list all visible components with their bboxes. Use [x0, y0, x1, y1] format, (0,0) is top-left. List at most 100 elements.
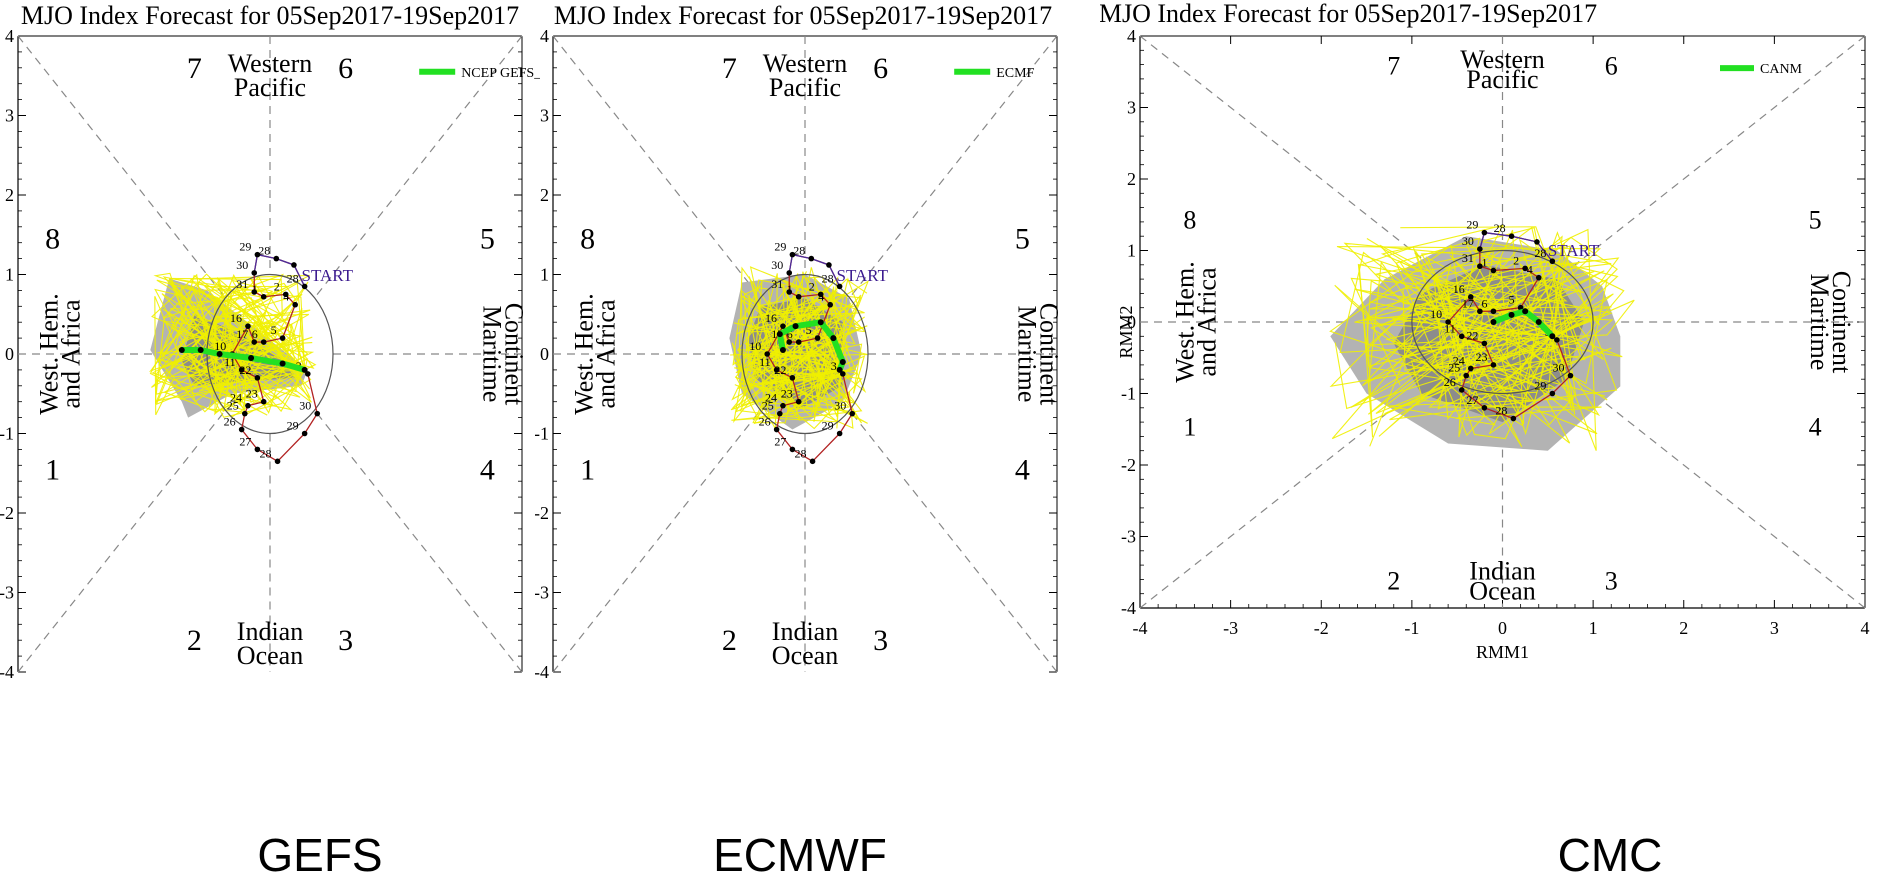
observed-point-label: 26: [224, 415, 236, 429]
observed-point: [279, 335, 286, 341]
ensemble-mean-point: [178, 347, 185, 354]
x-tick-label: 4: [1861, 618, 1870, 638]
phase-number: 7: [1387, 52, 1400, 81]
observed-point: [282, 291, 289, 298]
observed-point-label: 11: [759, 355, 771, 369]
ensemble-mean-point: [248, 354, 255, 361]
observed-point-label: 28: [260, 446, 272, 460]
observed-point-label: 16: [765, 311, 777, 325]
chart-panel-ecmwf: MJO Index Forecast for 05Sep2017-19Sep20…: [535, 1, 1063, 682]
observed-point: [245, 402, 251, 409]
ensemble-mean-point: [776, 331, 783, 338]
observed-point: [789, 251, 796, 258]
observed-point-label: 1: [252, 282, 258, 296]
observed-point-label: 23: [246, 387, 258, 401]
observed-point: [238, 426, 245, 433]
y-tick-label: -3: [1121, 527, 1136, 547]
observed-point-label: 17: [1462, 296, 1474, 310]
y-tick-label: 0: [5, 344, 14, 364]
x-tick-label: 2: [1679, 618, 1688, 638]
observed-point: [1508, 233, 1515, 239]
observed-point: [238, 367, 245, 373]
ensemble-mean-point: [836, 366, 843, 373]
phase-number: 7: [722, 52, 737, 85]
y-tick-label: -4: [0, 662, 14, 682]
observed-point: [1458, 333, 1465, 340]
observed-point-label: 10: [214, 339, 226, 353]
y-tick-label: -2: [1121, 455, 1136, 475]
ensemble-member-line: [744, 271, 851, 423]
observed-point-label: 28: [1534, 246, 1546, 260]
observed-point: [1467, 294, 1474, 300]
phase-number: 2: [187, 624, 202, 657]
observed-point: [1534, 239, 1540, 245]
observed-point-label: 28: [822, 271, 834, 285]
ensemble-member-line: [1362, 246, 1553, 438]
observed-point-label: 26: [1444, 375, 1456, 389]
observed-point-label: 30: [771, 258, 783, 272]
observed-point-label: 25: [227, 399, 239, 413]
observed-point: [1467, 365, 1474, 372]
observed-point: [1481, 229, 1488, 236]
observed-point-label: 27: [774, 434, 786, 448]
observed-point: [242, 410, 248, 417]
observed-point: [1490, 267, 1497, 274]
ensemble-member-line: [190, 308, 315, 414]
observed-point-label: 25: [1448, 361, 1460, 375]
observed-point: [1535, 274, 1542, 281]
phase-number: 3: [338, 624, 353, 657]
legend-label: NCEP GEFS_BC: [461, 66, 540, 81]
phase-divider-nw: [1139, 35, 1439, 272]
observed-point: [773, 367, 780, 373]
ensemble-mean-line: [181, 347, 306, 373]
observed-point-label: 24: [1453, 353, 1465, 367]
ensemble-mean-point: [830, 335, 837, 342]
region-maritime-continent: Continent: [1034, 303, 1063, 406]
observed-point: [795, 339, 802, 345]
x-tick-label: -3: [1223, 618, 1238, 638]
observed-point: [786, 270, 793, 276]
region-western-pacific: Pacific: [1466, 65, 1538, 94]
observed-point-label: 1: [787, 282, 793, 296]
observed-point: [1567, 372, 1574, 379]
y-tick-label: 3: [5, 106, 14, 126]
observed-point-label: 25: [762, 399, 774, 413]
region-west-hem-africa: West. Hem.: [1170, 261, 1199, 382]
ensemble-mean-point: [1522, 308, 1529, 315]
observed-point-label: 29: [1534, 379, 1546, 393]
x-tick-label: 0: [1498, 618, 1507, 638]
region-western-pacific: Western: [763, 49, 848, 78]
ensemble-member-line: [1358, 238, 1568, 440]
observed-point: [254, 375, 261, 381]
chart-title: MJO Index Forecast for 05Sep2017-19Sep20…: [554, 1, 1052, 30]
phase-number: 1: [45, 453, 60, 486]
observed-point-label: 27: [239, 434, 251, 448]
observed-point-label: 4: [818, 290, 824, 304]
x-tick-label: -1: [1404, 618, 1419, 638]
observed-point: [1477, 246, 1483, 252]
ensemble-member-line: [153, 272, 312, 403]
ensemble-mean-point: [779, 347, 786, 354]
observed-point: [1490, 308, 1497, 315]
phase-number: 3: [873, 624, 888, 657]
observed-point: [260, 293, 267, 300]
ensemble-member-line: [743, 276, 868, 424]
observed-point-label: 29: [239, 240, 251, 254]
observed-point: [814, 335, 821, 341]
region-western-pacific: Western: [228, 49, 313, 78]
y-tick-label: 0: [1127, 312, 1136, 332]
x-tick-label: -2: [1314, 618, 1329, 638]
observed-point-label: 31: [236, 277, 248, 291]
region-west-hem-africa: and Africa: [592, 299, 621, 408]
observed-point: [260, 339, 267, 345]
observed-point-label: 30: [299, 399, 311, 413]
observed-point-label: 6: [252, 327, 258, 341]
observed-point-label: 30: [1552, 361, 1564, 375]
y-tick-label: 1: [1127, 241, 1136, 261]
caption-cmc: CMC: [1557, 829, 1663, 881]
observed-point-label: 16: [230, 311, 242, 325]
observed-point: [849, 410, 856, 417]
observed-point: [251, 289, 258, 295]
observed-point: [1510, 415, 1517, 422]
y-tick-label: 3: [540, 106, 549, 126]
